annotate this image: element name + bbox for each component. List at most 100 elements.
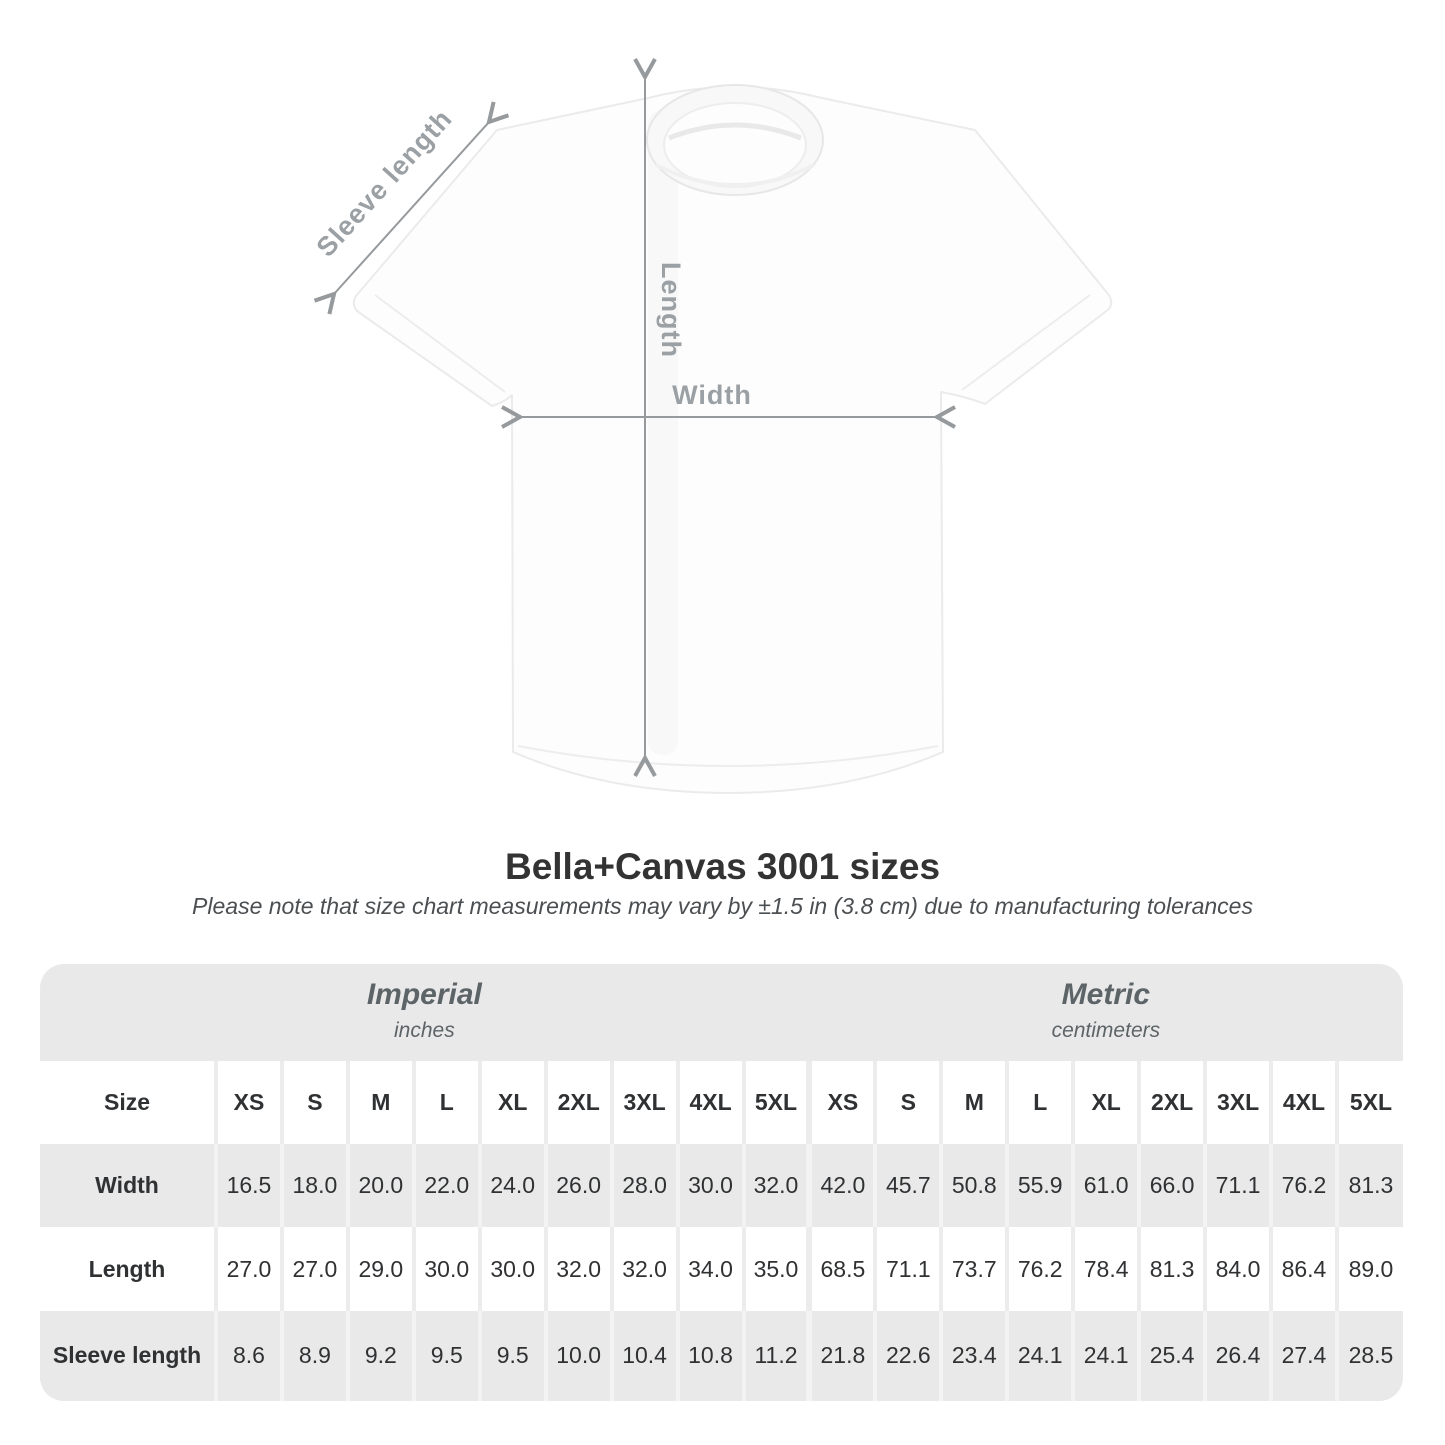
size-m-metric: M <box>939 1061 1008 1145</box>
length-value: 81.3 <box>1137 1227 1206 1311</box>
page-title: Bella+Canvas 3001 sizes <box>504 846 941 887</box>
size-5xl-metric: 5XL <box>1334 1061 1403 1145</box>
width-value: 76.2 <box>1269 1144 1337 1228</box>
width-value: 24.0 <box>477 1144 546 1228</box>
length-value: 30.0 <box>477 1227 546 1311</box>
size-4xl-imperial: 4XL <box>675 1061 744 1145</box>
sleeve-value: 10.8 <box>675 1310 744 1401</box>
width-value: 28.0 <box>609 1144 678 1228</box>
sleeve-value: 8.6 <box>214 1310 282 1401</box>
sleeve-value: 24.1 <box>1005 1310 1074 1401</box>
size-header-row: Size XS S M L XL 2XL 3XL 4XL 5XL XS S M … <box>40 1061 1403 1145</box>
sleeve-value: 9.5 <box>411 1310 480 1401</box>
length-value: 76.2 <box>1005 1227 1074 1311</box>
width-value: 55.9 <box>1005 1144 1074 1228</box>
tshirt-body <box>352 86 1113 794</box>
length-value: 27.0 <box>279 1227 348 1311</box>
width-value: 26.0 <box>543 1144 612 1228</box>
hem-seam <box>517 745 939 767</box>
collar-under-shadow <box>655 163 815 187</box>
sleeve-value: 10.4 <box>609 1310 678 1401</box>
sleeve-value: 9.5 <box>477 1310 546 1401</box>
width-annotation: Width <box>501 380 956 429</box>
length-label: Length <box>656 262 686 358</box>
tolerance-note: Please note that size chart measurements… <box>192 893 1253 919</box>
length-value: 71.1 <box>873 1227 942 1311</box>
sleeve-value: 25.4 <box>1137 1310 1206 1401</box>
tshirt-measurement-diagram: Sleeve length Length Width <box>311 58 1113 794</box>
size-l-metric: L <box>1005 1061 1074 1145</box>
width-value: 30.0 <box>675 1144 744 1228</box>
size-2xl-metric: 2XL <box>1137 1061 1206 1145</box>
size-m-imperial: M <box>345 1061 414 1145</box>
sleeve-value: 21.8 <box>806 1310 876 1401</box>
width-value: 45.7 <box>873 1144 942 1228</box>
width-row-label: Width <box>95 1172 159 1199</box>
sleeve-value: 24.1 <box>1071 1310 1140 1401</box>
length-value: 32.0 <box>609 1227 678 1311</box>
width-value: 81.3 <box>1334 1144 1403 1228</box>
metric-title: Metric <box>1061 978 1151 1011</box>
collar-inner <box>663 102 807 188</box>
size-xs-metric: XS <box>806 1061 876 1145</box>
width-value: 61.0 <box>1071 1144 1140 1228</box>
width-value: 71.1 <box>1203 1144 1271 1228</box>
imperial-header: Imperial inches <box>40 964 809 1061</box>
length-value: 29.0 <box>345 1227 414 1311</box>
sleeve-value: 28.5 <box>1334 1310 1403 1401</box>
width-value: 32.0 <box>741 1144 810 1228</box>
width-value: 20.0 <box>345 1144 414 1228</box>
sleeve-value: 22.6 <box>873 1310 942 1401</box>
size-s-metric: S <box>873 1061 942 1145</box>
size-3xl-metric: 3XL <box>1203 1061 1271 1145</box>
sleeve-length-row: Sleeve length 8.6 8.9 9.2 9.5 9.5 10.0 1… <box>40 1310 1403 1401</box>
sleeve-value: 27.4 <box>1269 1310 1337 1401</box>
collar-inner-shadow <box>668 122 802 141</box>
metric-header: Metric centimeters <box>809 964 1403 1061</box>
width-value: 22.0 <box>411 1144 480 1228</box>
width-value: 16.5 <box>214 1144 282 1228</box>
length-value: 32.0 <box>543 1227 612 1311</box>
metric-unit: centimeters <box>1051 1019 1161 1042</box>
sleeve-value: 8.9 <box>279 1310 348 1401</box>
width-value: 66.0 <box>1137 1144 1206 1228</box>
size-l-imperial: L <box>411 1061 480 1145</box>
length-value: 27.0 <box>214 1227 282 1311</box>
length-value: 73.7 <box>939 1227 1008 1311</box>
sleeve-value: 23.4 <box>939 1310 1008 1401</box>
length-value: 68.5 <box>806 1227 876 1311</box>
sleeve-value: 9.2 <box>345 1310 414 1401</box>
unit-headers: Imperial inches Metric centimeters <box>40 964 1403 1061</box>
length-value: 89.0 <box>1334 1227 1403 1311</box>
length-value: 35.0 <box>741 1227 810 1311</box>
fabric-crease-shade <box>648 110 678 755</box>
size-s-imperial: S <box>279 1061 348 1145</box>
width-label: Width <box>672 380 752 410</box>
size-3xl-imperial: 3XL <box>609 1061 678 1145</box>
sleeve-value: 10.0 <box>543 1310 612 1401</box>
length-value: 86.4 <box>1269 1227 1337 1311</box>
length-value: 30.0 <box>411 1227 480 1311</box>
size-xl-imperial: XL <box>477 1061 546 1145</box>
right-cuff-seam <box>961 294 1091 391</box>
size-xs-imperial: XS <box>214 1061 282 1145</box>
length-value: 78.4 <box>1071 1227 1140 1311</box>
size-2xl-imperial: 2XL <box>543 1061 612 1145</box>
sleeve-length-arrow <box>313 101 510 315</box>
tshirt-diagram-svg: Sleeve length Length Width <box>311 58 1113 794</box>
width-value: 42.0 <box>806 1144 876 1228</box>
sleeve-length-row-label: Sleeve length <box>52 1342 202 1369</box>
length-row-label: Length <box>88 1255 166 1282</box>
width-value: 50.8 <box>939 1144 1008 1228</box>
size-xl-metric: XL <box>1071 1061 1140 1145</box>
size-5xl-imperial: 5XL <box>741 1061 810 1145</box>
length-value: 84.0 <box>1203 1227 1271 1311</box>
size-4xl-metric: 4XL <box>1269 1061 1337 1145</box>
imperial-title: Imperial <box>366 978 482 1011</box>
size-column-header: Size <box>103 1089 151 1116</box>
size-table-card: Imperial inches Metric centimeters Size … <box>40 964 1403 1401</box>
width-row: Width 16.5 18.0 20.0 22.0 24.0 26.0 28.0… <box>40 1144 1403 1228</box>
sleeve-value: 26.4 <box>1203 1310 1271 1401</box>
sleeve-value: 11.2 <box>741 1310 810 1401</box>
imperial-unit: inches <box>394 1019 455 1042</box>
